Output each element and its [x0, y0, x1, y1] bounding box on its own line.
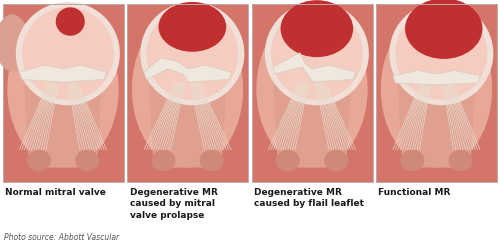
- Polygon shape: [2, 4, 124, 182]
- Ellipse shape: [132, 11, 243, 168]
- Polygon shape: [252, 4, 372, 182]
- Ellipse shape: [26, 150, 51, 171]
- Polygon shape: [274, 75, 350, 168]
- Ellipse shape: [448, 150, 473, 171]
- Ellipse shape: [56, 7, 85, 36]
- Ellipse shape: [396, 7, 488, 100]
- Ellipse shape: [265, 2, 369, 105]
- Ellipse shape: [200, 150, 224, 171]
- Polygon shape: [149, 75, 226, 168]
- Ellipse shape: [280, 0, 353, 57]
- Ellipse shape: [8, 11, 118, 168]
- Ellipse shape: [22, 7, 114, 100]
- Ellipse shape: [256, 11, 368, 168]
- Polygon shape: [144, 58, 231, 82]
- Ellipse shape: [151, 150, 176, 171]
- Text: Degenerative MR
caused by flail leaflet: Degenerative MR caused by flail leaflet: [254, 188, 364, 208]
- Polygon shape: [393, 70, 480, 85]
- Text: Normal mitral valve: Normal mitral valve: [5, 188, 106, 197]
- Ellipse shape: [0, 14, 29, 71]
- Ellipse shape: [390, 2, 494, 105]
- Ellipse shape: [75, 150, 100, 171]
- Polygon shape: [376, 4, 497, 182]
- Text: Functional MR: Functional MR: [378, 188, 451, 197]
- Polygon shape: [127, 4, 248, 182]
- Ellipse shape: [158, 2, 226, 52]
- Polygon shape: [20, 65, 106, 82]
- Ellipse shape: [16, 2, 120, 105]
- Text: Photo source: Abbott Vascular: Photo source: Abbott Vascular: [4, 233, 119, 242]
- Ellipse shape: [324, 150, 348, 171]
- Ellipse shape: [381, 11, 492, 168]
- Text: Degenerative MR
caused by mitral
valve prolapse: Degenerative MR caused by mitral valve p…: [130, 188, 218, 220]
- Polygon shape: [24, 75, 102, 168]
- Ellipse shape: [400, 150, 424, 171]
- Ellipse shape: [140, 2, 244, 105]
- Ellipse shape: [276, 150, 300, 171]
- Ellipse shape: [405, 0, 482, 59]
- Polygon shape: [398, 75, 475, 168]
- Polygon shape: [274, 53, 355, 82]
- Ellipse shape: [146, 7, 238, 100]
- Ellipse shape: [271, 7, 363, 100]
